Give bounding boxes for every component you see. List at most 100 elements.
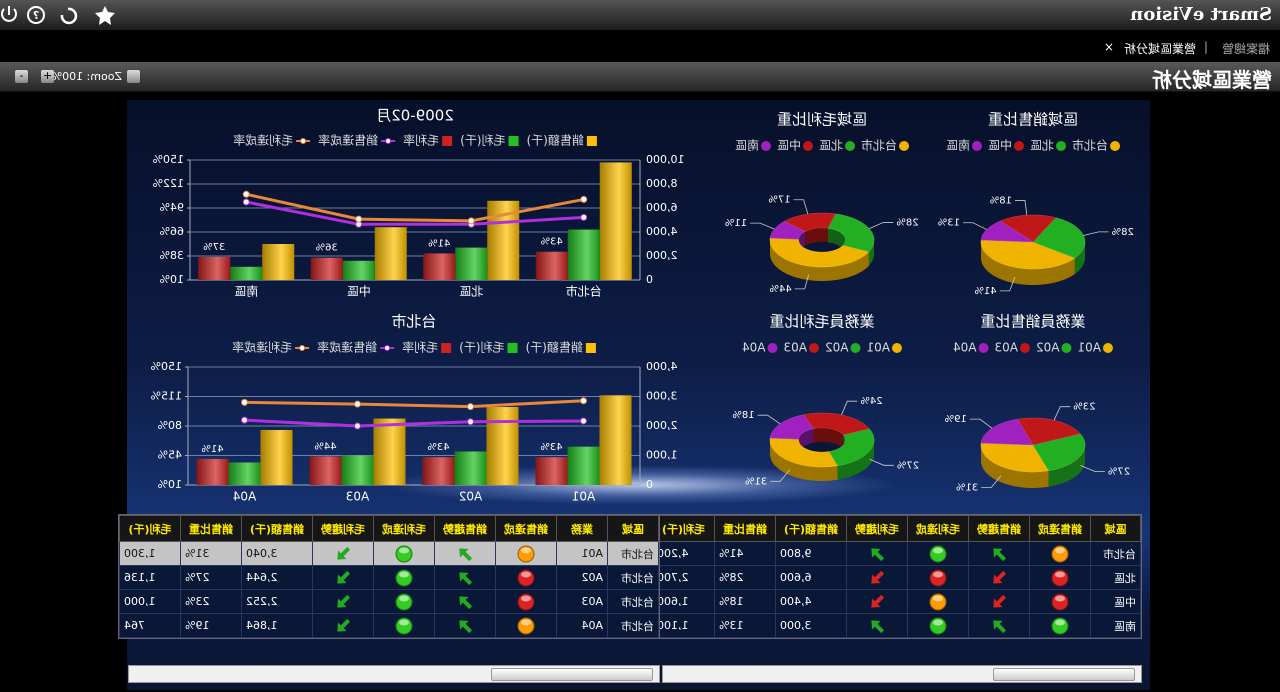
table-row[interactable]: 台北市 9,800 41% 4,200 (652, 541, 1141, 566)
scrollbar[interactable] (662, 665, 1142, 683)
legend-swatch (1102, 343, 1113, 353)
table-cell: A01 (556, 541, 608, 566)
table-row[interactable]: 南區 3,000 13% 1,100 (652, 613, 1141, 638)
table-row[interactable]: 中區 4,400 18% 1,600 (652, 589, 1141, 614)
legend-label: 銷售額(千) (527, 133, 584, 148)
column-header: 銷售趨勢 (434, 515, 496, 542)
table-row[interactable]: 台北市 A03 2,252 23% 1,000 (119, 589, 659, 614)
legend-swatch (1110, 141, 1121, 151)
data-label: 13% (938, 218, 960, 229)
trend-arrow (871, 547, 885, 561)
table-row[interactable]: 台北市 A01 3,040 31% 1,300 (119, 541, 659, 566)
arrow (337, 618, 351, 632)
table-cell: 28% (714, 565, 776, 590)
trend-arrow (993, 547, 1007, 561)
status-light (395, 593, 413, 610)
line-point (354, 422, 361, 430)
arrow (871, 594, 885, 608)
legend-label: 毛利達成率 (233, 133, 293, 148)
bar (262, 244, 295, 280)
table-cell: 3,040 (241, 541, 313, 566)
data-label: 37% (203, 242, 225, 253)
legend-label: A03 (995, 341, 1018, 355)
status-light (929, 593, 947, 610)
y2-tick-label: 45% (158, 449, 182, 462)
x-tick-label: A01 (572, 490, 595, 504)
legend-swatch (767, 343, 778, 353)
table-cell (495, 565, 557, 590)
trend-arrow (459, 619, 473, 633)
pie-side (770, 440, 838, 481)
legend-swatch (1014, 141, 1024, 151)
table-row[interactable]: 台北市 A02 2,644 27% 1,136 (119, 565, 659, 590)
data-label: 31% (745, 476, 767, 487)
table-row[interactable]: 北區 6,600 28% 2,700 (652, 565, 1141, 590)
status-light (517, 569, 535, 586)
help-icon[interactable] (27, 6, 45, 24)
x-tick-label: A04 (233, 490, 256, 504)
arrow (337, 594, 351, 608)
leader-line (999, 276, 1016, 292)
light-highlight (521, 571, 531, 577)
power-icon[interactable] (1, 6, 17, 22)
leader-line (841, 400, 858, 416)
leader-line (962, 222, 988, 230)
table-cell: 台北市 (607, 613, 659, 638)
data-label: 11% (725, 218, 747, 229)
legend-swatch (586, 136, 597, 146)
leader-line (757, 414, 781, 425)
table-cell: 中區 (1090, 589, 1141, 614)
trend-arrow (993, 594, 1007, 608)
table-cell: 台北市 (607, 589, 659, 614)
legend-swatch (891, 343, 902, 353)
legend-label: A04 (742, 341, 765, 355)
bar (455, 247, 488, 280)
pie-slice (980, 239, 1076, 270)
legend-swatch (850, 343, 861, 353)
table-cell: A02 (556, 565, 608, 590)
pie-side (981, 242, 1075, 285)
column-header: 毛利(千) (119, 515, 181, 542)
scrollbar[interactable] (128, 665, 660, 683)
light-highlight (399, 571, 409, 577)
arrow (871, 619, 885, 633)
legend-swatch (978, 343, 989, 353)
table-cell: 764 (119, 613, 181, 638)
table-cell: 9,800 (775, 541, 847, 566)
table-cell: A04 (556, 613, 608, 638)
trend-arrow (871, 619, 885, 633)
table-cell (373, 565, 435, 590)
legend-label: 銷售達成率 (318, 133, 378, 148)
bar (535, 457, 568, 485)
chart-title: 業務員毛利比重 (769, 313, 874, 331)
y2-tick-label: 94% (160, 201, 184, 214)
table-cell: 2,644 (241, 565, 313, 590)
legend: 台北市 北區 中區 南區 (946, 138, 1121, 153)
column-header: 銷售達成 (495, 515, 557, 542)
chart-title: 區域銷售比重 (988, 111, 1078, 129)
bar (454, 451, 487, 485)
table-cell (312, 565, 374, 590)
table-cell (1029, 565, 1091, 590)
table-cell (968, 589, 1030, 614)
legend-swatch (300, 138, 307, 144)
data-label: 18% (732, 410, 754, 421)
data-label: 43% (427, 442, 449, 453)
line-point (242, 190, 250, 198)
favorite-icon[interactable] (95, 6, 115, 25)
light-highlight (1055, 571, 1065, 577)
arrow (459, 571, 473, 585)
x-tick-label: A02 (459, 490, 482, 504)
table-row[interactable]: 台北市 A04 1,864 19% 764 (119, 613, 659, 638)
table-cell (907, 565, 969, 590)
light-highlight (521, 619, 531, 625)
y-tick-label: 10,000 (646, 153, 685, 166)
refresh-icon[interactable] (60, 7, 78, 25)
scroll-thumb[interactable] (993, 668, 1135, 681)
line-point (580, 417, 587, 425)
legend-swatch (585, 343, 596, 353)
scroll-thumb[interactable] (491, 668, 653, 681)
arrow (993, 594, 1007, 608)
y-tick-label: 0 (646, 273, 653, 286)
table-cell (495, 613, 557, 638)
